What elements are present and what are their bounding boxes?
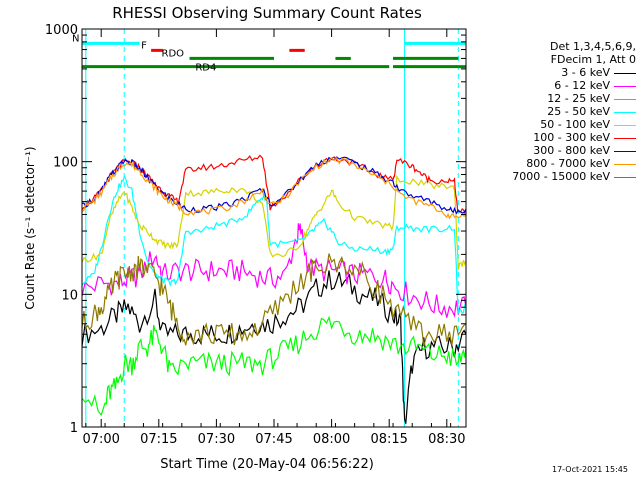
legend-item-label: 800 - 7000 keV xyxy=(526,157,610,170)
series-line-8 xyxy=(81,253,467,347)
legend: Det 1,3,4,5,6,9, FDecim 1, Att 0 3 - 6 k… xyxy=(488,40,636,183)
x-tick-label: 07:00 xyxy=(82,432,119,447)
legend-swatch xyxy=(614,176,636,178)
legend-item: 3 - 6 keV xyxy=(488,66,636,79)
legend-swatch xyxy=(614,137,636,139)
y-tick-label: 100 xyxy=(53,156,78,171)
x-axis-label: Start Time (20-May-04 06:56:22) xyxy=(160,457,374,472)
legend-item-label: 25 - 50 keV xyxy=(547,105,610,118)
y-axis-label: Count Rate (s⁻¹ detector⁻¹) xyxy=(23,146,37,309)
legend-swatch xyxy=(614,72,636,74)
legend-header-line-2: FDecim 1, Att 0 xyxy=(550,53,636,66)
y-tick-label: 1000 xyxy=(45,23,78,38)
flag-n-label: N xyxy=(72,33,79,44)
flag-f-label: F xyxy=(141,40,147,51)
legend-swatch xyxy=(614,150,636,152)
x-tick-label: 08:00 xyxy=(313,432,350,447)
series-line-4 xyxy=(81,174,467,270)
legend-item-label: 50 - 100 keV xyxy=(540,118,610,131)
legend-item: 300 - 800 keV xyxy=(488,144,636,157)
legend-swatch xyxy=(614,163,636,165)
legend-items: 3 - 6 keV 6 - 12 keV 12 - 25 keV 25 - 50 ke… xyxy=(488,66,636,183)
legend-item-label: 3 - 6 keV xyxy=(561,66,610,79)
legend-item-label: 6 - 12 keV xyxy=(554,79,610,92)
y-tick-label: 1 xyxy=(70,421,78,436)
series-line-1 xyxy=(81,223,467,318)
y-tick-label: 10 xyxy=(61,288,78,303)
legend-swatch xyxy=(614,124,636,126)
x-tick-label: 07:30 xyxy=(198,432,235,447)
legend-item: 7000 - 15000 keV xyxy=(488,170,636,183)
legend-item-label: 7000 - 15000 keV xyxy=(512,170,610,183)
legend-swatch xyxy=(614,98,636,100)
legend-item-label: 100 - 300 keV xyxy=(533,131,610,144)
x-tick-label: 07:45 xyxy=(255,432,292,447)
series-line-3 xyxy=(81,175,467,315)
instrument-flags: N F RDO RD4 xyxy=(72,33,466,74)
plot-area xyxy=(85,29,459,427)
legend-item: 100 - 300 keV xyxy=(488,131,636,144)
legend-item: 25 - 50 keV xyxy=(488,105,636,118)
flag-rd4-label: RD4 xyxy=(195,63,216,74)
legend-item: 50 - 100 keV xyxy=(488,118,636,131)
x-tick-label: 08:30 xyxy=(428,432,465,447)
footer-date: 17-Oct-2021 15:45 xyxy=(552,465,628,474)
series-line-0 xyxy=(81,270,467,424)
series-line-7 xyxy=(81,156,467,220)
x-tick-label: 08:15 xyxy=(370,432,407,447)
legend-item: 800 - 7000 keV xyxy=(488,157,636,170)
legend-item: 12 - 25 keV xyxy=(488,92,636,105)
legend-item: 6 - 12 keV xyxy=(488,79,636,92)
flag-rdo-label: RDO xyxy=(162,48,185,59)
legend-header-line-1: Det 1,3,4,5,6,9, xyxy=(549,40,636,53)
series-lines xyxy=(81,154,467,424)
series-line-2 xyxy=(81,315,467,417)
legend-swatch xyxy=(614,85,636,87)
legend-swatch xyxy=(614,111,636,113)
legend-item-label: 300 - 800 keV xyxy=(533,144,610,157)
chart-title: RHESSI Observing Summary Count Rates xyxy=(112,4,422,22)
legend-item-label: 12 - 25 keV xyxy=(547,92,610,105)
x-tick-label: 07:15 xyxy=(140,432,177,447)
axes: 07:00 07:15 07:30 07:45 08:00 08:15 08:30 1 10 10… xyxy=(45,23,467,447)
